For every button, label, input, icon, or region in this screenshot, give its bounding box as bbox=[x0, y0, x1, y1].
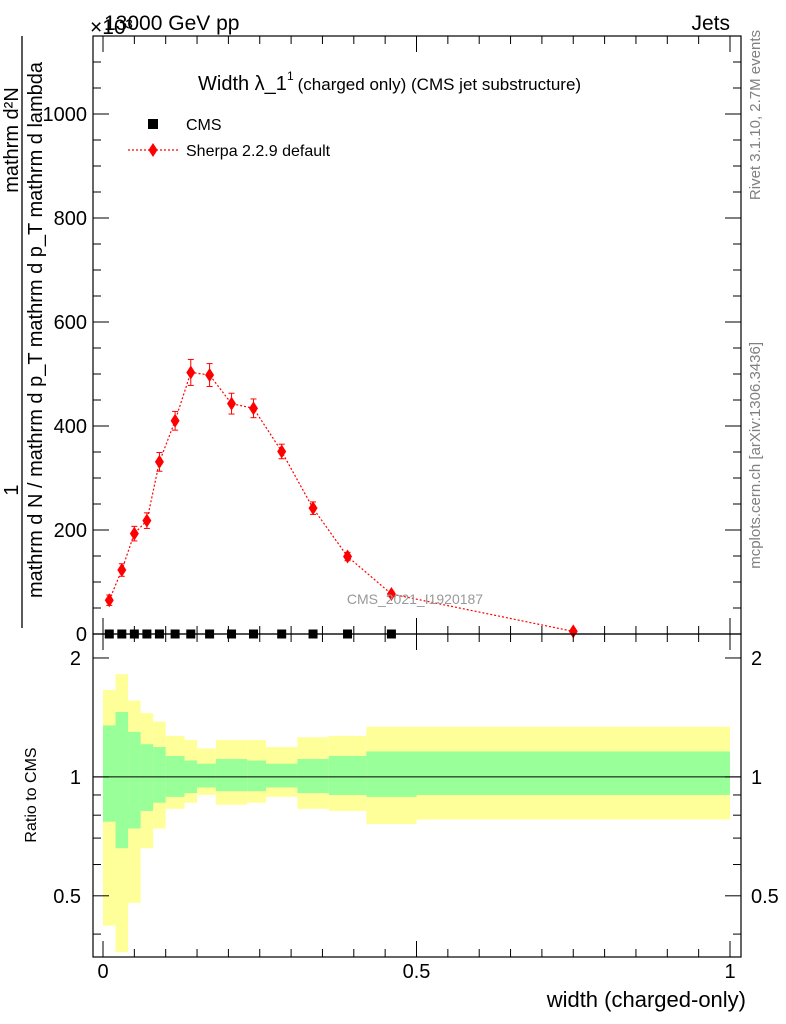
sherpa-data-point bbox=[186, 365, 196, 380]
main-y-label-denominator: mathrm d N / mathrm d p_T mathrm d p_T m… bbox=[25, 61, 47, 598]
main-y-tick-label: 800 bbox=[54, 208, 87, 230]
ratio-panel: 0.5 0.5 1 1 2 2 0 0.5 1 bbox=[53, 633, 779, 983]
sherpa-data-point bbox=[277, 444, 287, 459]
legend-sherpa-marker bbox=[148, 143, 158, 157]
ratio-y-tick-label-right: 0.5 bbox=[751, 886, 779, 908]
ratio-inner-band bbox=[115, 711, 129, 849]
ratio-y-tick-label: 1 bbox=[70, 767, 81, 789]
sherpa-line bbox=[108, 371, 574, 632]
sherpa-data-point bbox=[308, 501, 318, 516]
sherpa-data-point bbox=[205, 368, 215, 383]
exponent-label: ×10³ bbox=[90, 16, 133, 39]
ratio-inner-band bbox=[266, 763, 298, 788]
ratio-inner-band bbox=[153, 747, 166, 803]
x-tick-label: 0 bbox=[97, 961, 108, 983]
legend: CMS Sherpa 2.2.9 default bbox=[128, 117, 331, 160]
x-axis-label: width (charged-only) bbox=[546, 987, 746, 1012]
mcplots-label: mcplots.cern.ch [arXiv:1306.3436] bbox=[747, 342, 764, 569]
x-tick-label: 0.5 bbox=[403, 961, 431, 983]
plot-subtitle: (charged only) (CMS jet substructure) bbox=[298, 75, 581, 94]
main-y-label-top: mathrm d²N bbox=[1, 87, 23, 193]
ratio-inner-band bbox=[140, 744, 154, 811]
category-label: Jets bbox=[691, 12, 730, 35]
sherpa-data-point bbox=[104, 593, 114, 608]
sherpa-data-point bbox=[142, 513, 152, 528]
ratio-inner-band bbox=[128, 731, 141, 829]
ratio-inner-band bbox=[366, 751, 417, 797]
ratio-y-label: Ratio to CMS bbox=[23, 747, 40, 842]
main-y-label-numerator: 1 bbox=[1, 484, 23, 495]
x-tick-label: 1 bbox=[724, 961, 735, 983]
legend-cms-marker bbox=[148, 119, 158, 129]
main-y-tick-label: 1000 bbox=[43, 104, 88, 126]
ratio-inner-band bbox=[297, 758, 329, 794]
ratio-inner-band bbox=[197, 763, 216, 788]
ratio-y-tick-label-right: 2 bbox=[751, 648, 762, 670]
energy-label: 13000 GeV pp bbox=[104, 12, 239, 35]
main-y-tick-label: 600 bbox=[54, 312, 87, 334]
ratio-inner-band bbox=[416, 751, 730, 795]
sherpa-data-point bbox=[154, 454, 164, 469]
rivet-label: Rivet 3.1.10, 2.7M events bbox=[747, 30, 764, 200]
ratio-y-tick-label-right: 1 bbox=[751, 767, 762, 789]
ratio-inner-band bbox=[247, 760, 267, 792]
sherpa-data-point bbox=[117, 563, 127, 578]
plot-title-sup: 1 bbox=[287, 69, 294, 83]
main-y-tick-label: 200 bbox=[54, 520, 87, 542]
legend-cms-label: CMS bbox=[186, 117, 222, 134]
main-y-tick-label: 400 bbox=[54, 416, 87, 438]
plot-title-main: Width λ_1 bbox=[198, 73, 287, 95]
main-y-label: 1 mathrm d N / mathrm d p_T mathrm d p_T… bbox=[1, 36, 47, 628]
sherpa-data-point bbox=[568, 624, 578, 639]
plot-title: Width λ_11 (charged only) (CMS jet substr… bbox=[198, 69, 581, 95]
legend-sherpa-label: Sherpa 2.2.9 default bbox=[186, 143, 331, 160]
ratio-y-tick-label: 0.5 bbox=[53, 886, 81, 908]
sherpa-data-point bbox=[343, 549, 353, 564]
sherpa-data-point bbox=[227, 396, 237, 411]
ratio-inner-band bbox=[215, 758, 248, 792]
sherpa-data-point bbox=[386, 586, 396, 601]
main-panel: 0 200 400 600 800 1000 bbox=[43, 35, 742, 646]
ratio-y-tick-label: 2 bbox=[70, 648, 81, 670]
sherpa-data-point bbox=[170, 413, 180, 428]
main-y-tick-label: 0 bbox=[76, 624, 87, 646]
sherpa-data-point bbox=[248, 401, 258, 416]
ratio-inner-band bbox=[328, 755, 367, 795]
sherpa-data-point bbox=[129, 526, 139, 541]
watermark: CMS_2021_I1920187 bbox=[347, 591, 483, 607]
ratio-inner-band bbox=[103, 725, 116, 822]
